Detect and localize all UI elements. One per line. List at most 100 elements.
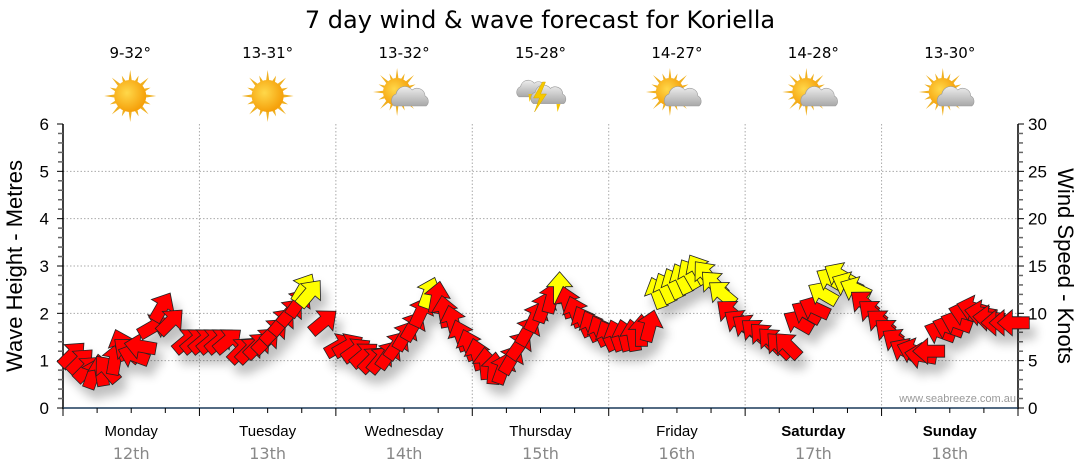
day-header: 13-31° [241, 44, 294, 122]
sun-ray [789, 75, 799, 85]
sun-ray [265, 70, 270, 82]
wind-arrow [636, 309, 664, 344]
right-tick-label: 5 [1028, 352, 1037, 371]
sun-ray [395, 104, 399, 116]
left-axis-title: Wave Height - Metres [2, 160, 27, 372]
cloud-shape [936, 86, 975, 107]
day-header: 14-27° [645, 44, 702, 116]
sun-ray [918, 90, 931, 94]
sun-ray [941, 68, 945, 80]
wind-arrow [912, 337, 946, 366]
wind-arrow [423, 280, 451, 315]
partly-cloudy-icon [373, 68, 429, 116]
wind-arrow [996, 308, 1030, 337]
sun-ray [677, 75, 687, 85]
cloud-shape [391, 86, 429, 107]
sun-ray [668, 68, 672, 80]
sun-ray [645, 90, 658, 94]
right-tick-label: 15 [1028, 257, 1047, 276]
small-bolt [556, 104, 561, 112]
sunny-icon [104, 70, 157, 122]
sun-ray [395, 68, 399, 80]
day-name: Monday [105, 423, 159, 440]
grid-lines [63, 124, 1018, 408]
left-tick-label: 3 [40, 257, 49, 276]
sun-ray [789, 99, 799, 109]
lightning-bolt [533, 81, 547, 113]
sun-ray [652, 75, 663, 85]
temperature-range: 13-31° [242, 44, 293, 62]
sun-ray [804, 104, 808, 116]
sun-ray [373, 90, 385, 94]
day-name: Friday [656, 423, 698, 440]
day-header: 15-28° [515, 44, 567, 113]
cloud-body [936, 86, 975, 107]
right-axis-title: Wind Speed - Knots [1053, 168, 1078, 364]
sun-ray [380, 75, 390, 85]
wind-arrow [294, 280, 321, 310]
right-tick-label: 0 [1028, 399, 1037, 418]
sun-ray [652, 99, 663, 109]
day-name: Sunday [923, 423, 978, 440]
day-date: 15th [522, 444, 559, 463]
sun-ray [265, 110, 270, 122]
sun-ray [241, 94, 254, 98]
temperature-range: 13-32° [379, 44, 430, 62]
day-date: 13th [249, 444, 286, 463]
sun-ray [925, 75, 936, 85]
right-tick-label: 25 [1028, 162, 1047, 181]
sun-ray [804, 68, 808, 80]
cloud-body [664, 86, 702, 107]
day-date: 14th [386, 444, 423, 463]
sun-ray [404, 75, 415, 85]
watermark: www.seabreeze.com.au [898, 393, 1016, 405]
axes: 0 1 2 3 4 5 6 0 5 10 15 20 25 30 [40, 115, 1047, 418]
sun-ray [950, 75, 960, 85]
temperature-range: 13-30° [924, 44, 975, 62]
sun-ray [128, 110, 132, 122]
temperature-range: 15-28° [515, 44, 566, 62]
wind-arrow [775, 333, 804, 362]
cloud-body [800, 86, 838, 107]
wind-arrow [307, 310, 337, 337]
left-tick-label: 6 [40, 115, 49, 134]
temperature-range: 14-27° [651, 44, 702, 62]
left-tick-label: 4 [40, 210, 49, 229]
sun-ray [144, 94, 157, 98]
sun-ray [380, 99, 390, 109]
sun-ray [782, 90, 794, 94]
right-tick-label: 20 [1028, 210, 1047, 229]
day-name: Wednesday [365, 423, 444, 440]
left-tick-label: 1 [40, 352, 49, 371]
wind-arrow [545, 271, 574, 305]
day-header: 14-28° [782, 44, 839, 116]
day-date: 17th [795, 444, 832, 463]
thunderstorm-icon [516, 79, 567, 113]
left-tick-label: 0 [40, 399, 49, 418]
temperature-range: 9-32° [109, 44, 151, 62]
sun-disc [114, 80, 147, 112]
day-name: Tuesday [239, 423, 296, 440]
partly-cloudy-icon [645, 68, 702, 116]
day-name: Thursday [509, 423, 572, 440]
day-header: 9-32° [104, 44, 157, 122]
sun-ray [814, 75, 824, 85]
right-tick-label: 30 [1028, 115, 1047, 134]
sun-ray [281, 94, 294, 98]
cloud-shape [664, 86, 702, 107]
left-tick-label: 5 [40, 162, 49, 181]
cloud-shape [800, 86, 838, 107]
sun-ray [128, 70, 132, 82]
sun-ray [104, 94, 116, 98]
right-tick-label: 10 [1028, 304, 1047, 323]
daily-weather-headers: 9-32° 13-31° 13-32° 15-28° 14-27° 14-28° 13-30… [104, 44, 975, 122]
sun-ray [668, 104, 672, 116]
sun-disc [251, 80, 284, 112]
partly-cloudy-icon [782, 68, 838, 116]
chart-title: 7 day wind & wave forecast for Koriella [305, 6, 775, 34]
sun-ray [925, 99, 936, 109]
partly-cloudy-icon [918, 68, 975, 116]
wind-arrows [56, 254, 1030, 391]
sunny-icon [241, 70, 294, 122]
